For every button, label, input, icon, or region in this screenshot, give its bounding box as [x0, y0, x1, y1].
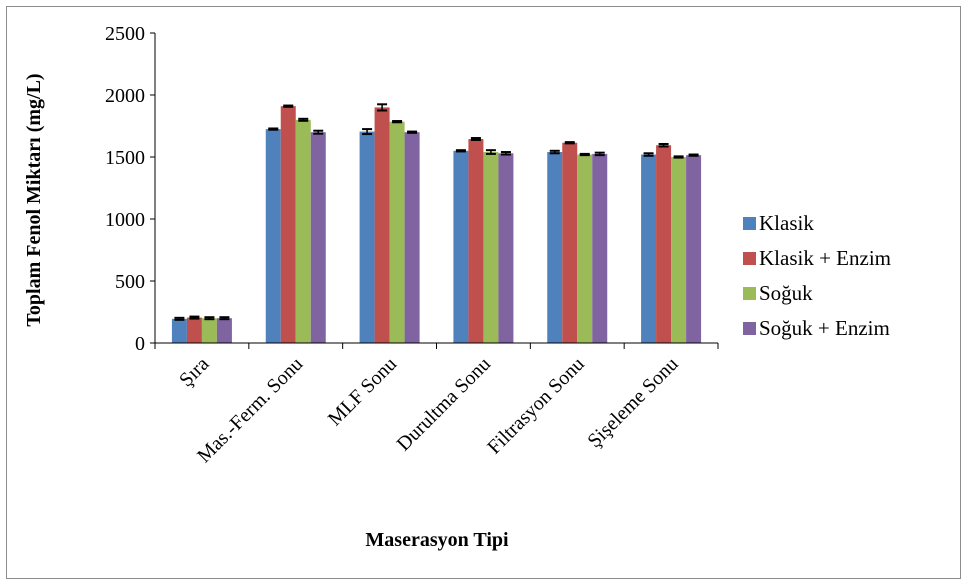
legend-swatch [743, 252, 756, 265]
bar [656, 145, 672, 343]
y-tick-label: 1000 [105, 209, 145, 231]
y-tick-label: 1500 [105, 147, 145, 169]
bar [295, 119, 311, 343]
bar [468, 139, 484, 343]
bar [359, 131, 375, 343]
legend-swatch [743, 322, 756, 335]
bar [389, 121, 405, 343]
bar [483, 152, 499, 343]
bar [498, 153, 514, 343]
y-tick-label: 2000 [105, 85, 145, 107]
bar [201, 318, 217, 343]
bar [280, 106, 296, 343]
y-tick-label: 0 [135, 333, 145, 355]
x-tick-label: Durultma Sonu [393, 353, 495, 455]
x-tick-label: Şişeleme Sonu [583, 353, 682, 452]
axes [154, 33, 718, 344]
bar [562, 142, 578, 343]
bar [216, 318, 232, 343]
bar [374, 107, 390, 344]
bar-series [171, 103, 702, 344]
legend-label: Klasik + Enzim [759, 246, 891, 270]
bar [641, 154, 657, 343]
bar [310, 132, 326, 343]
legend-swatch [743, 287, 756, 300]
x-tick-label: Şıra [175, 353, 213, 391]
bar [671, 157, 687, 343]
bar [265, 129, 281, 343]
bar [186, 317, 202, 343]
legend-label: Soğuk [759, 281, 813, 305]
bar [404, 132, 420, 343]
bar [547, 152, 563, 343]
bar [686, 155, 702, 343]
y-axis-ticks: 0 500 1000 1500 2000 2500 [105, 23, 155, 355]
bar [453, 150, 469, 343]
x-tick-label: Filtrasyon Sonu [483, 353, 589, 459]
bar [592, 153, 608, 343]
bar [577, 154, 593, 343]
y-tick-label: 2500 [105, 23, 145, 45]
legend-label: Soğuk + Enzim [759, 316, 890, 340]
y-axis-title: Toplam Fenol Miktarı (mg/L) [23, 73, 45, 326]
legend: Klasik Klasik + Enzim Soğuk Soğuk + Enzim [743, 211, 891, 340]
bar [171, 318, 187, 343]
x-tick-label: MLF Sonu [324, 353, 401, 430]
y-tick-label: 500 [115, 271, 145, 293]
x-axis-title: Maserasyon Tipi [365, 529, 509, 551]
legend-label: Klasik [759, 211, 814, 235]
legend-swatch [743, 217, 756, 230]
